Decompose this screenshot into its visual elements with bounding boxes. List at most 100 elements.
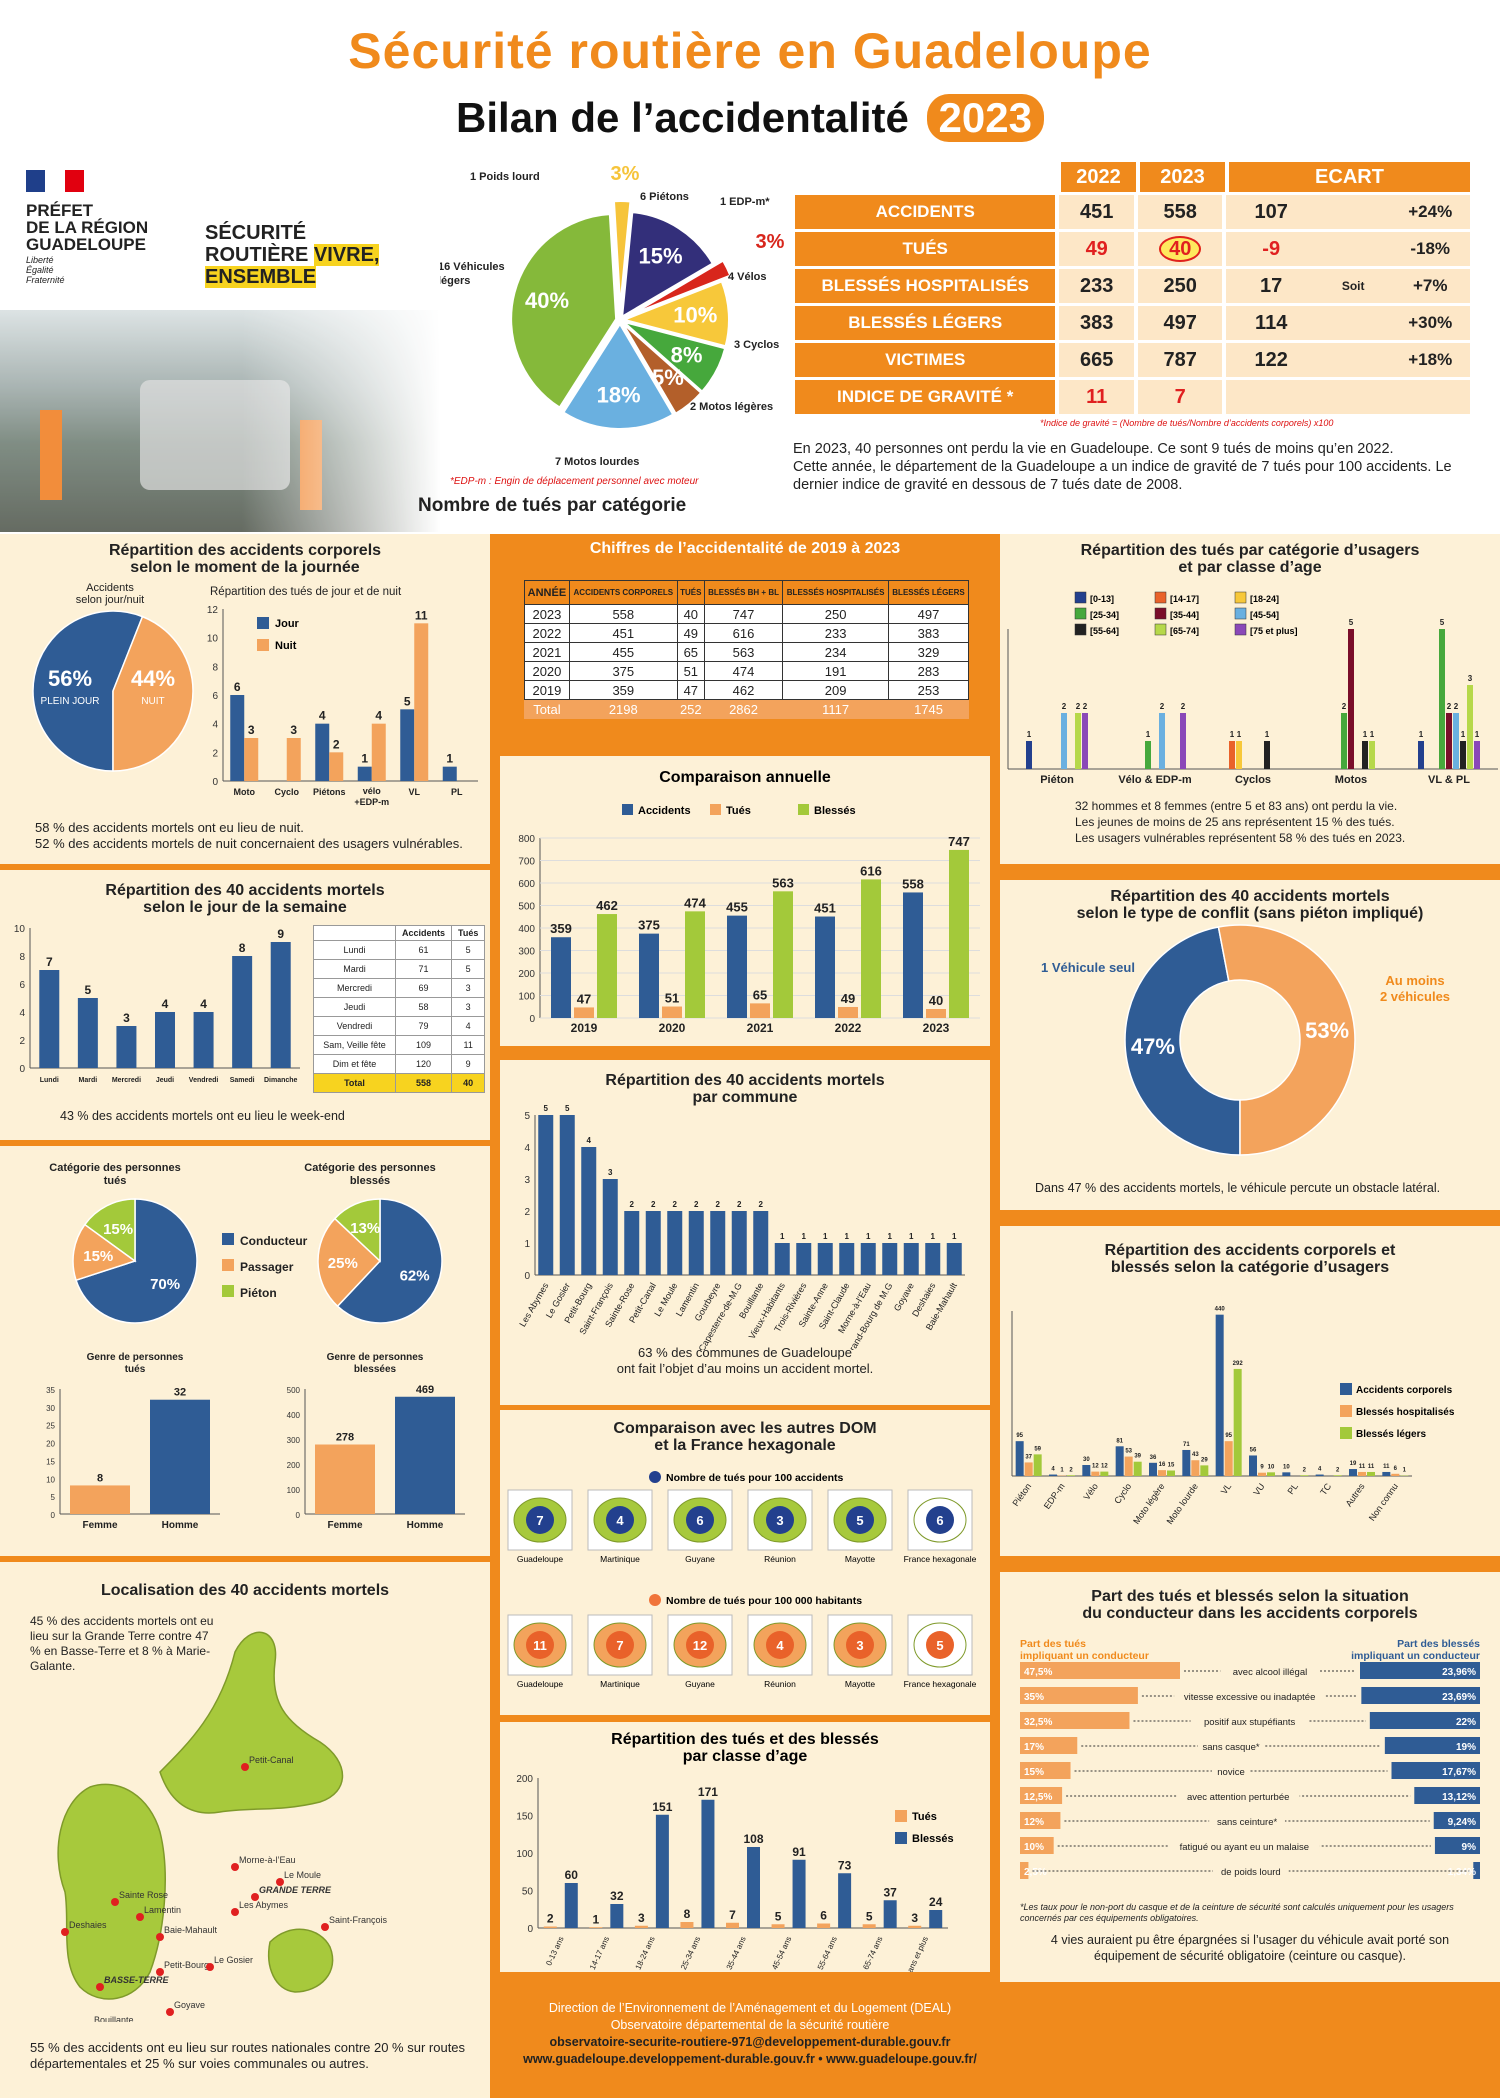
pie-label: 47%: [1131, 1034, 1175, 1059]
bar: [1115, 1446, 1124, 1476]
bar: [946, 1243, 962, 1275]
bar-value-label: 8: [239, 941, 246, 955]
bar: [1082, 713, 1088, 769]
x-tick-label: 65-74 ans: [861, 1935, 884, 1971]
bar: [925, 1243, 941, 1275]
driver-right-bar: [1369, 1712, 1480, 1729]
legend-swatch: [1074, 623, 1087, 636]
y-tick-label: 100: [516, 1849, 533, 1860]
bar: [1367, 1471, 1375, 1476]
pie-percent-label: 8%: [671, 342, 703, 367]
bar-value-label: 4: [1318, 1467, 1322, 1473]
dom-circle: [926, 1631, 954, 1659]
bar: [747, 1847, 760, 1928]
driver-right-value: 13,12%: [1442, 1792, 1476, 1803]
bar-value-label: 11: [1368, 1464, 1375, 1470]
x-tick-label: Samedi: [230, 1077, 255, 1084]
x-tick-label: Cyclo: [1112, 1481, 1133, 1505]
years-row: 2021 455 65 563 234 329: [524, 642, 969, 662]
key-row: TUÉS 49 40 -9 -18%: [795, 232, 1470, 266]
bar: [903, 892, 923, 1018]
week-cell: 5: [451, 959, 486, 979]
bar: [39, 970, 60, 1068]
bar: [1474, 741, 1480, 769]
y-tick-label: 200: [518, 969, 535, 980]
years-total-cell: 2862: [703, 699, 784, 719]
driver-label-bg: [1174, 1689, 1326, 1703]
years-row: 2023 558 40 747 250 497: [524, 604, 969, 624]
legend-night: Nuit: [275, 640, 297, 652]
bar: [861, 879, 881, 1018]
dom-name: Martinique: [600, 1679, 640, 1689]
dom-value: 4: [616, 1513, 624, 1528]
driver-right-bar: [1384, 1737, 1480, 1754]
pie-percent-label: 10%: [673, 302, 717, 327]
pie-category-label: 2 Motos légères: [690, 401, 773, 413]
years-total-cell: 1117: [782, 699, 890, 719]
years-cell: 2020: [524, 661, 570, 681]
bar-value-label: 171: [698, 1785, 718, 1799]
bar-value-label: 151: [652, 1800, 672, 1814]
y-tick-label: 2: [212, 748, 218, 759]
dom-circle: [606, 1631, 634, 1659]
legend-swatch: [1234, 607, 1247, 620]
bar: [883, 1900, 897, 1928]
bar-value-label: 451: [814, 901, 836, 916]
bar-value-label: 2: [737, 1200, 742, 1209]
grande-terre-shape: [159, 1631, 344, 1814]
bar: [1229, 741, 1235, 769]
driver-note: 4 vies auraient pu être épargnées si l’u…: [1050, 1933, 1450, 1963]
dom-circle: [766, 1631, 794, 1659]
bar-value-label: 2: [673, 1200, 678, 1209]
accident-dot: [206, 1963, 214, 1971]
legend-label: [18-24]: [1250, 594, 1279, 604]
users-age-chart: [0-13] [14-17] [18-24] [25-34] [35-44] [45-54…: [1007, 591, 1498, 786]
conflict-label-1: 1 Véhicule seul: [1041, 960, 1135, 975]
key-row-label: VICTIMES: [795, 343, 1056, 377]
key-value-2022: 665: [1059, 343, 1134, 377]
legend-label: [55-64]: [1090, 626, 1119, 636]
bar-value-label: 49: [841, 991, 855, 1006]
pie-slice: [336, 1198, 443, 1324]
intro-text: En 2023, 40 personnes ont perdu la vie e…: [793, 441, 1452, 493]
bar: [315, 1444, 375, 1514]
killed-cat-title: Catégorie des personnes tués: [49, 1162, 181, 1187]
driver-right-value: 23,96%: [1442, 1667, 1476, 1678]
driver-left-value: 2,5%: [1024, 1867, 1047, 1878]
bar-value-label: 16: [1159, 1462, 1166, 1468]
bar: [1249, 1455, 1257, 1476]
driver-left-bar: [1020, 1737, 1078, 1754]
bar: [1282, 1472, 1291, 1476]
bar: [634, 1925, 648, 1928]
bar: [589, 1927, 603, 1928]
bar: [792, 1859, 806, 1928]
key-row-label: INDICE DE GRAVITÉ *: [795, 380, 1056, 414]
week-row: Jeudi 58 3: [313, 997, 486, 1017]
legend-swatch: [1340, 1405, 1352, 1417]
bar-value-label: 2: [1342, 702, 1347, 711]
dom-value: 5: [936, 1638, 943, 1653]
bar-value-label: 359: [550, 921, 572, 936]
bar-value-label: 1: [952, 1232, 957, 1241]
x-tick-label: 25-34 ans: [679, 1935, 702, 1971]
driver-label-bg: [1212, 1864, 1289, 1878]
bar-value-label: 2: [1160, 702, 1165, 711]
bar: [1358, 1471, 1366, 1476]
bar-value-label: 455: [726, 900, 748, 915]
age-title-2: par classe d’age: [683, 1748, 808, 1765]
map-place-label: Deshaies: [69, 1920, 107, 1930]
driver-left-bar: [1020, 1787, 1063, 1804]
bar: [1258, 1472, 1266, 1476]
day-pct: 56%: [48, 666, 92, 691]
y-tick-label: 0: [524, 1271, 530, 1282]
y-tick-label: 4: [19, 1008, 25, 1019]
x-tick-label: Homme: [162, 1520, 199, 1531]
legend-swatch: [710, 804, 721, 815]
bar-value-label: 1: [888, 1232, 893, 1241]
panel-annual: Comparaison annuelle Accidents Tués Blessés…: [500, 756, 990, 1046]
bar-value-label: 30: [1083, 1457, 1090, 1463]
week-th: [313, 925, 396, 941]
bar-value-label: 1: [823, 1232, 828, 1241]
pie-percent-label: 40%: [525, 288, 569, 313]
